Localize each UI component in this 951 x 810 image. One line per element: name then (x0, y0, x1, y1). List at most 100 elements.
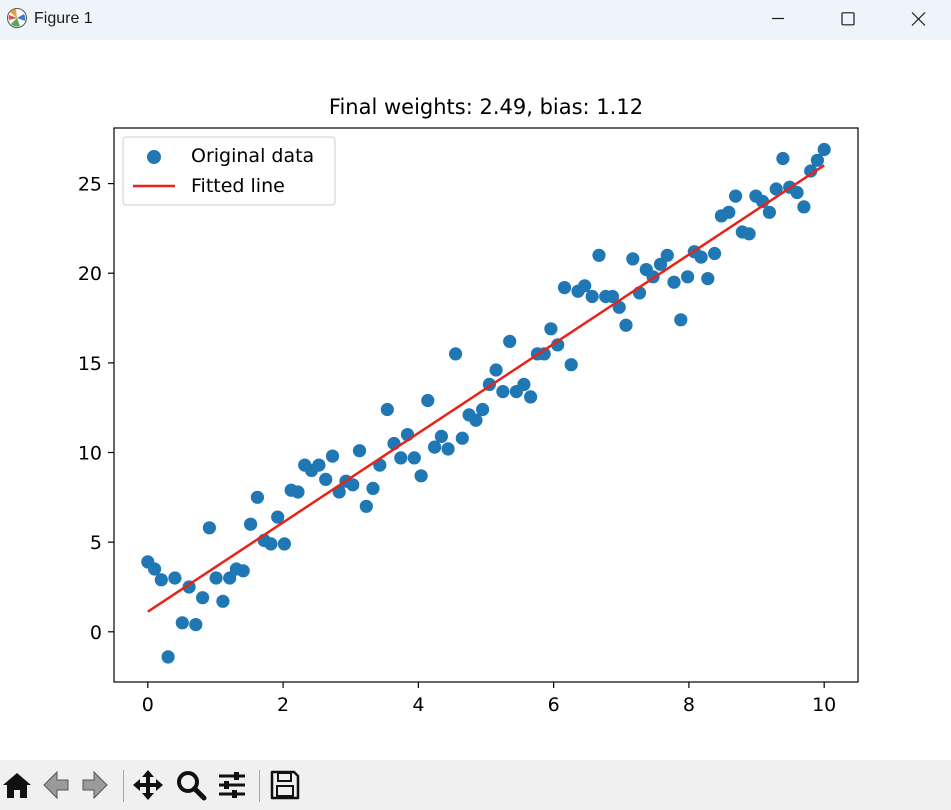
data-point (421, 393, 435, 408)
data-point (469, 413, 483, 427)
data-point (592, 248, 606, 262)
pan-icon (133, 770, 163, 800)
forward-arrow-icon (82, 770, 108, 800)
data-point (175, 616, 189, 630)
forward-button[interactable] (79, 768, 113, 802)
maximize-icon (841, 12, 855, 26)
legend-marker-original-data (147, 150, 161, 164)
home-button[interactable] (0, 768, 34, 802)
toolbar-separator (123, 770, 124, 802)
x-tick-label: 4 (412, 694, 424, 716)
data-point (168, 571, 182, 585)
data-point (414, 469, 428, 483)
fitted-line (147, 164, 825, 613)
data-point (216, 594, 230, 608)
legend-box (122, 136, 336, 206)
data-point (762, 205, 777, 219)
configure-subplots-icon (219, 772, 245, 798)
data-point (551, 338, 565, 352)
data-point (223, 571, 237, 585)
data-point (346, 478, 360, 492)
data-point (605, 289, 620, 304)
close-icon (911, 12, 926, 26)
data-point (189, 618, 203, 632)
data-point (708, 246, 722, 261)
x-tick-label: 10 (812, 694, 836, 716)
data-point (236, 564, 250, 578)
data-point (325, 449, 340, 463)
pan-button[interactable] (131, 768, 165, 802)
data-point (524, 390, 538, 404)
data-point (449, 347, 463, 361)
data-point (312, 458, 326, 472)
data-point (196, 591, 210, 605)
data-point (277, 537, 291, 551)
data-point (544, 322, 558, 336)
data-point (776, 151, 790, 166)
minimize-icon (772, 17, 784, 20)
minimize-button[interactable] (743, 0, 813, 40)
zoom-button[interactable] (174, 768, 208, 802)
data-point (148, 562, 162, 576)
data-point (380, 402, 394, 417)
x-tick-label: 8 (683, 694, 695, 716)
data-point (722, 205, 736, 219)
data-point (161, 650, 175, 664)
chart-title: Final weights: 2.49, bias: 1.12 (329, 95, 643, 119)
y-tick-label: 10 (78, 443, 102, 465)
data-point (790, 185, 804, 200)
data-point (202, 521, 216, 535)
configure-subplots-button[interactable] (215, 768, 249, 802)
data-point (319, 472, 333, 486)
back-arrow-icon (43, 770, 69, 800)
data-point (564, 358, 578, 372)
data-point (352, 444, 367, 458)
figure-canvas[interactable]: Final weights: 2.49, bias: 1.12 0 2 4 6 8 10 0… (0, 40, 951, 760)
data-point (359, 499, 373, 513)
data-point (797, 200, 811, 214)
save-icon (270, 770, 300, 800)
data-point (653, 257, 668, 271)
data-point (694, 250, 708, 264)
data-point (394, 451, 408, 465)
chart: Final weights: 2.49, bias: 1.12 0 2 4 6 8 10 0… (78, 95, 859, 716)
close-button[interactable] (883, 0, 951, 40)
data-point (271, 510, 285, 524)
data-point (264, 537, 278, 551)
data-point (250, 490, 264, 504)
y-tick-label: 5 (90, 532, 102, 554)
data-point (455, 431, 469, 445)
data-point (660, 248, 674, 262)
data-point (585, 289, 599, 304)
data-point (291, 485, 305, 499)
data-point (674, 313, 688, 327)
data-point (619, 318, 633, 332)
data-point (441, 442, 455, 456)
navigation-toolbar (0, 760, 951, 810)
plot-frame (113, 127, 859, 683)
data-point (537, 347, 551, 361)
data-point (209, 571, 223, 585)
legend-label-original-data: Original data (191, 145, 314, 167)
toolbar-separator (259, 770, 260, 802)
data-point (626, 252, 640, 266)
y-tick-label: 0 (90, 622, 102, 644)
data-point (496, 385, 510, 399)
data-point (489, 363, 503, 377)
y-tick-label: 15 (78, 353, 102, 375)
data-point (742, 227, 756, 241)
save-button[interactable] (268, 768, 302, 802)
x-tick-label: 6 (548, 694, 560, 716)
y-tick-label: 25 (78, 174, 102, 196)
data-point (769, 182, 783, 196)
data-point (729, 189, 743, 203)
data-point (434, 429, 448, 443)
data-point (244, 517, 258, 531)
y-tick-label: 20 (78, 263, 102, 285)
data-point (701, 272, 715, 286)
maximize-button[interactable] (813, 0, 883, 40)
data-point (517, 377, 531, 391)
back-button[interactable] (38, 768, 72, 802)
legend: Original data Fitted line (122, 136, 336, 206)
home-icon (3, 773, 31, 798)
